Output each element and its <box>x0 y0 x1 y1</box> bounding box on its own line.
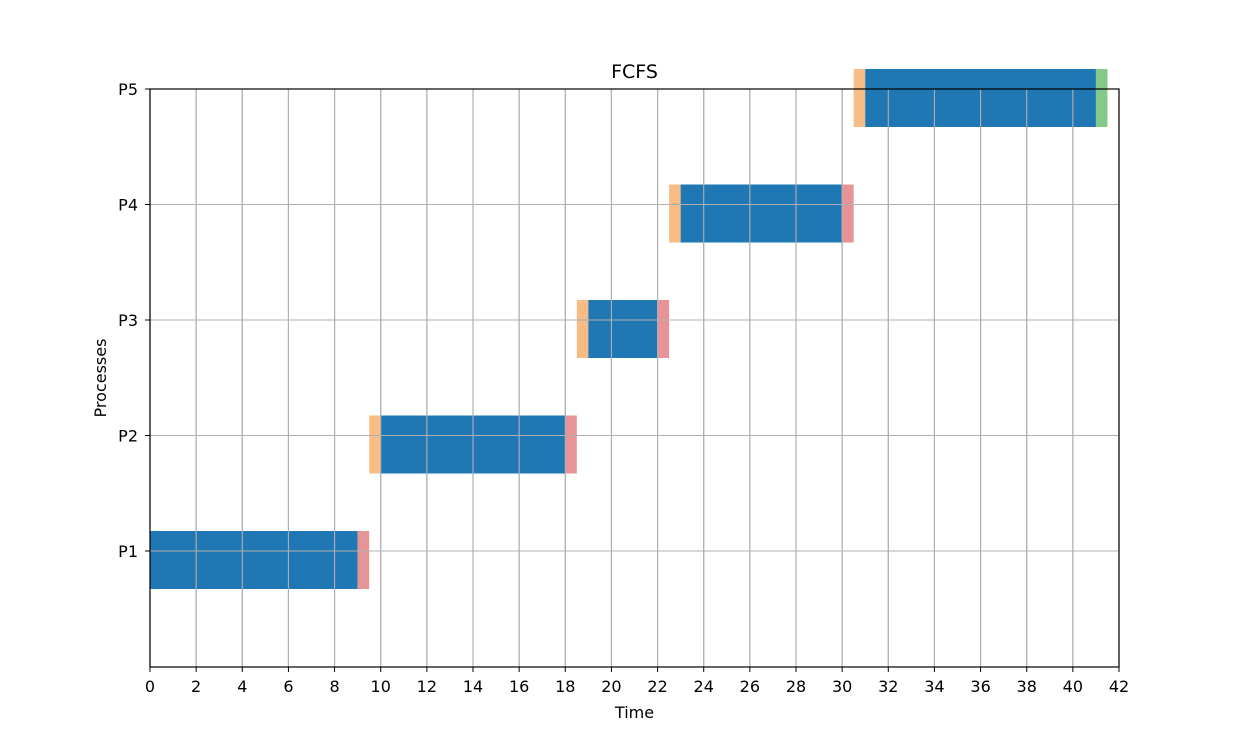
bar-p2-switch <box>565 415 577 474</box>
x-tick-label: 24 <box>694 677 714 696</box>
chart-title: FCFS <box>611 61 658 83</box>
x-axis-title: Time <box>614 703 654 722</box>
x-tick-label: 32 <box>878 677 898 696</box>
bar-p4-cpu <box>680 184 843 243</box>
x-tick-label: 18 <box>555 677 575 696</box>
x-tick-label: 28 <box>786 677 806 696</box>
y-tick-label: P1 <box>118 542 138 561</box>
x-tick-label: 22 <box>647 677 667 696</box>
bar-p5-end <box>1095 69 1108 127</box>
x-tick-label: 20 <box>601 677 621 696</box>
x-tick-label: 12 <box>417 677 437 696</box>
x-tick-label: 26 <box>740 677 760 696</box>
x-tick-label: 42 <box>1109 677 1129 696</box>
x-tick-label: 34 <box>924 677 944 696</box>
x-tick-label: 14 <box>463 677 483 696</box>
y-tick-label: P4 <box>118 196 138 215</box>
y-axis-ticks: P1 P2 P3 P4 P5 <box>118 80 150 561</box>
y-axis-title: Processes <box>91 339 110 418</box>
bar-p5-arrival-wait <box>853 69 866 127</box>
plot-frame <box>149 88 1120 668</box>
x-tick-label: 10 <box>371 677 391 696</box>
x-tick-label: 0 <box>145 677 155 696</box>
bar-p3-arrival-wait <box>576 300 589 358</box>
x-tick-label: 6 <box>283 677 293 696</box>
bar-p1-cpu <box>150 531 358 589</box>
bar-p4-arrival-wait <box>669 184 681 243</box>
x-tick-label: 8 <box>329 677 339 696</box>
x-tick-label: 30 <box>832 677 852 696</box>
bar-p4-switch <box>842 184 854 243</box>
bar-p2-arrival-wait <box>369 415 381 474</box>
y-tick-label: P3 <box>118 311 138 330</box>
y-tick-label: P2 <box>118 427 138 446</box>
x-axis-ticks: 0 2 4 6 8 10 12 14 16 18 20 22 24 26 28 30 32 34 36 38 40 42 <box>145 667 1129 696</box>
x-tick-label: 40 <box>1063 677 1083 696</box>
bar-p3-cpu <box>588 300 658 358</box>
bar-p1-switch <box>357 531 370 589</box>
bar-p3-switch <box>657 300 670 358</box>
x-tick-label: 38 <box>1017 677 1037 696</box>
x-tick-label: 4 <box>237 677 247 696</box>
x-tick-label: 36 <box>970 677 990 696</box>
bars <box>150 69 1108 589</box>
x-tick-label: 2 <box>191 677 201 696</box>
y-tick-label: P5 <box>118 80 138 99</box>
x-tick-label: 16 <box>509 677 529 696</box>
